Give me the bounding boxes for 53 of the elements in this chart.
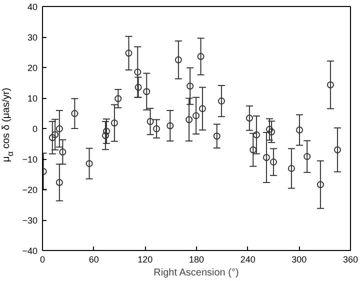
- point: [48, 134, 56, 142]
- x-tick-label: 240: [240, 254, 256, 264]
- y-tick-label: −30: [22, 216, 38, 226]
- point: [102, 128, 110, 135]
- point: [86, 160, 93, 168]
- point: [266, 126, 273, 133]
- point: [102, 132, 109, 140]
- point: [114, 95, 122, 102]
- point: [125, 50, 132, 57]
- point: [134, 84, 142, 91]
- point: [186, 116, 193, 124]
- x-tick-label: 0: [40, 254, 46, 264]
- point: [71, 110, 78, 118]
- y-tick-label: −20: [22, 185, 38, 195]
- point: [52, 131, 59, 138]
- y-tick-label: 0: [32, 124, 38, 134]
- point: [326, 81, 334, 88]
- point: [252, 131, 260, 138]
- x-tick-label: 300: [292, 254, 307, 264]
- point: [192, 112, 200, 120]
- point: [174, 56, 182, 64]
- point: [197, 53, 204, 60]
- point: [270, 158, 277, 166]
- point: [268, 128, 276, 136]
- point: [304, 153, 311, 160]
- x-tick-label: 180: [188, 254, 204, 264]
- y-tick-label: −10: [22, 154, 38, 164]
- point: [198, 105, 206, 112]
- point: [110, 120, 118, 127]
- point: [153, 125, 160, 132]
- point: [288, 164, 295, 172]
- point: [143, 88, 150, 96]
- y-tick-label: 20: [27, 63, 38, 73]
- point: [262, 154, 270, 161]
- y-tick-label: 30: [27, 32, 38, 42]
- point: [186, 82, 194, 90]
- point: [316, 181, 324, 188]
- x-tick-label: 360: [342, 254, 358, 264]
- point: [296, 126, 304, 134]
- point: [56, 125, 63, 132]
- point: [213, 132, 220, 140]
- x-axis-title: Right Ascension (°): [154, 268, 239, 278]
- y-tick-label: 40: [27, 2, 38, 12]
- y-tick-label: 10: [27, 94, 38, 104]
- point: [334, 146, 341, 154]
- point: [250, 146, 257, 154]
- x-tick-label: 60: [88, 254, 99, 264]
- point: [59, 148, 66, 156]
- point: [218, 98, 225, 105]
- point: [166, 122, 174, 130]
- y-tick-label: −40: [22, 246, 38, 256]
- point: [56, 178, 63, 186]
- x-tick-label: 120: [138, 254, 153, 264]
